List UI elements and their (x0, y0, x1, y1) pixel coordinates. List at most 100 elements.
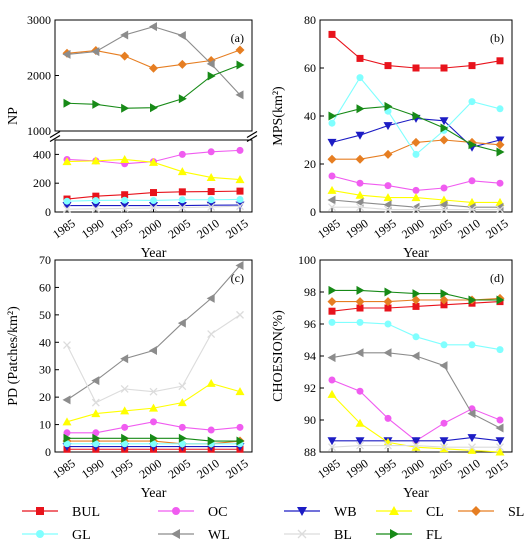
data-point (63, 341, 71, 349)
data-point (178, 94, 187, 104)
data-point (120, 354, 129, 364)
x-tick-label: 2015 (223, 216, 251, 241)
chart-panel: 0 10 20 30 40 50 60 70 1985 1990 1995 2000 2005 2010 2… (6, 253, 253, 501)
legend-item-gl: GL (22, 528, 91, 543)
data-point (235, 45, 245, 55)
data-point (384, 414, 392, 422)
data-point (150, 440, 157, 448)
axis-break-mark (49, 134, 61, 143)
data-point (383, 149, 393, 159)
data-point (383, 122, 393, 131)
data-point (206, 378, 216, 387)
data-point (496, 205, 504, 214)
y-tick-label: 92 (304, 381, 316, 395)
data-point (327, 185, 337, 194)
data-point (120, 154, 130, 163)
data-point (91, 156, 101, 165)
data-point (206, 172, 216, 181)
legend-label: OC (208, 505, 227, 520)
x-tick-label: 2015 (483, 456, 511, 481)
data-point (62, 395, 71, 405)
x-tick-label: 1990 (343, 456, 371, 481)
data-point (411, 351, 420, 361)
data-point (383, 193, 393, 202)
axis-break-mark (246, 130, 258, 139)
series-bl (328, 203, 504, 214)
data-point (328, 318, 336, 326)
data-point (355, 131, 365, 140)
data-point (207, 71, 216, 81)
x-tick-label: 1985 (315, 456, 343, 481)
data-point (440, 123, 449, 133)
x-tick-label: 1985 (50, 456, 78, 481)
data-point (411, 193, 421, 202)
x-tick-label: 2015 (223, 456, 251, 481)
x-tick-label: 1990 (343, 216, 371, 241)
legend-label: SL (508, 505, 524, 520)
x-tick-label: 1995 (371, 216, 399, 241)
data-point (91, 202, 101, 211)
data-point (327, 154, 337, 164)
data-point (328, 307, 336, 315)
data-point (328, 30, 336, 38)
x-tick-label: 1985 (50, 216, 78, 241)
data-point (92, 196, 100, 204)
data-point (496, 443, 504, 452)
y-tick-label: 20 (304, 157, 316, 171)
y-tick-label: 40 (39, 335, 51, 349)
x-tick-label: 1990 (79, 216, 107, 241)
legend-marker (36, 530, 44, 538)
data-point (327, 195, 336, 205)
data-point (440, 184, 448, 192)
series-sl (62, 45, 245, 73)
y-tick-label: 88 (304, 445, 316, 459)
legend-item-fl: FL (376, 528, 442, 543)
y-tick-label: 20 (39, 390, 51, 404)
series-oc (328, 172, 504, 194)
data-point (178, 382, 187, 391)
panel-tag: (a) (231, 31, 244, 45)
data-point (120, 406, 130, 415)
data-point (356, 387, 364, 395)
y-tick-label: 80 (304, 13, 316, 27)
series-bl (63, 310, 244, 407)
chart-panel: 0 20 40 60 80 1985 1990 1995 2000 2005 2010 2015 Yea… (271, 13, 513, 261)
legend-label: BUL (72, 505, 100, 520)
data-point (121, 433, 130, 443)
y-tick-label: 30 (39, 363, 51, 377)
data-point (178, 196, 186, 204)
data-point (355, 154, 365, 164)
data-point (468, 205, 476, 214)
y-tick-label: 100 (298, 253, 316, 267)
data-point (328, 443, 336, 452)
axis-break-mark (49, 130, 61, 139)
data-point (235, 175, 245, 184)
data-point (92, 99, 101, 109)
data-point (355, 348, 364, 358)
series-bl (328, 441, 504, 452)
data-point (63, 440, 71, 448)
y-tick-label: 60 (39, 280, 51, 294)
series-sl (327, 135, 505, 164)
data-point (468, 443, 476, 452)
data-point (328, 119, 336, 127)
y-tick-label: 0 (45, 445, 51, 459)
data-point (495, 447, 505, 456)
data-point (62, 157, 72, 166)
data-point (177, 167, 187, 176)
data-point (120, 30, 129, 40)
legend-item-bl: BL (284, 528, 352, 543)
data-point (495, 423, 504, 433)
data-point (496, 105, 504, 113)
data-point (411, 137, 421, 147)
data-point (328, 203, 336, 212)
series-line (66, 314, 241, 404)
data-point (236, 310, 244, 319)
data-point (356, 318, 364, 326)
x-tick-label: 2010 (194, 216, 222, 241)
data-point (121, 191, 129, 199)
data-point (150, 189, 157, 197)
data-point (149, 63, 158, 73)
